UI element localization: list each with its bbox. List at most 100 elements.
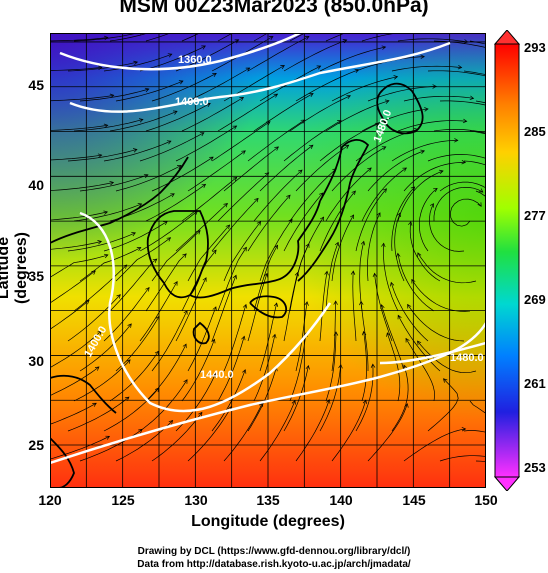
streamline-arrow <box>396 252 401 258</box>
streamline-arrow <box>167 53 173 58</box>
streamline-arrow <box>154 350 159 356</box>
streamline-arrow <box>389 281 395 287</box>
streamline <box>463 430 486 433</box>
streamline <box>50 270 96 304</box>
streamline-arrow <box>109 180 115 186</box>
streamline-arrow <box>211 338 216 344</box>
contour-label: 1360.0 <box>178 54 212 66</box>
streamline-arrow <box>206 103 211 107</box>
streamline <box>360 301 369 371</box>
streamline <box>331 400 367 462</box>
streamline-arrow <box>298 169 303 175</box>
streamline-arrow <box>380 304 385 309</box>
y-axis-label: Latitude (degrees) <box>0 231 30 305</box>
streamline-arrow <box>97 330 102 335</box>
streamline <box>361 331 367 402</box>
streamline <box>253 169 303 222</box>
streamline-arrow <box>319 216 324 222</box>
streamline <box>50 254 109 278</box>
streamline <box>394 212 405 282</box>
streamline-arrow <box>350 270 356 275</box>
streamline <box>151 230 201 282</box>
streamline <box>50 37 108 42</box>
streamline-arrow <box>183 309 188 315</box>
streamline-arrow <box>144 87 150 93</box>
streamline-arrow <box>288 218 293 224</box>
streamline-arrow <box>405 337 410 343</box>
streamline <box>50 154 102 161</box>
streamline <box>403 95 474 102</box>
streamline-arrow <box>232 274 237 280</box>
streamline <box>391 65 462 72</box>
streamline <box>463 70 486 76</box>
streamline <box>217 247 247 312</box>
streamline <box>397 120 467 132</box>
streamline <box>187 406 232 462</box>
streamline <box>217 93 278 132</box>
streamline-arrow <box>97 153 103 158</box>
streamline-arrow <box>370 363 376 368</box>
colorbar-label: 253 <box>524 460 546 475</box>
streamline <box>67 232 136 252</box>
streamline <box>73 359 131 402</box>
streamline <box>367 403 408 462</box>
streamline <box>383 243 399 312</box>
streamline <box>187 306 217 372</box>
streamline-arrow <box>359 300 364 306</box>
streamline <box>151 310 188 372</box>
streamline-arrow <box>326 398 331 404</box>
streamline-arrow <box>324 270 329 276</box>
streamline <box>381 304 405 372</box>
streamline-arrow <box>280 65 285 70</box>
streamline <box>253 245 278 312</box>
streamline <box>67 149 137 162</box>
streamline <box>103 53 172 72</box>
streamline-arrow <box>374 122 380 127</box>
credit-drawing: Drawing by DCL (https://www.gfd-dennou.o… <box>137 546 411 557</box>
streamline <box>217 172 269 222</box>
streamline-arrow <box>103 210 109 215</box>
streamline <box>283 272 299 342</box>
streamline <box>50 330 102 369</box>
streamline <box>181 339 215 402</box>
streamline-arrow <box>410 186 416 191</box>
streamline <box>79 323 132 372</box>
colorbar-label: 277 <box>524 208 546 223</box>
streamline <box>103 140 172 162</box>
streamline-arrow <box>124 396 130 401</box>
streamline <box>469 400 486 414</box>
streamline <box>469 130 486 135</box>
streamline-arrow <box>273 93 279 98</box>
streamline <box>405 338 435 402</box>
streamline-arrow <box>245 67 251 72</box>
colorbar-label: 293 <box>524 40 546 55</box>
streamline-arrow <box>294 271 300 277</box>
streamline <box>325 167 372 222</box>
streamline-arrow <box>168 419 174 425</box>
streamline-arrow <box>202 277 207 282</box>
streamline <box>115 165 182 192</box>
map-title: MSM 00Z23Mar2023 (850.0hPa) <box>119 0 429 17</box>
streamline <box>359 241 365 312</box>
streamline-arrow <box>417 252 422 257</box>
streamline-arrow <box>154 387 160 393</box>
streamline-arrow <box>127 323 132 328</box>
streamline-arrow <box>274 146 279 151</box>
streamline-arrow <box>232 176 238 182</box>
streamline <box>115 316 160 372</box>
y-tick-label: 30 <box>28 353 44 369</box>
coastlines <box>50 82 424 488</box>
streamline <box>259 218 293 282</box>
streamline <box>417 252 477 284</box>
streamline-arrow <box>198 411 203 417</box>
streamline-arrow <box>173 281 178 286</box>
streamline-arrow <box>463 39 469 44</box>
streamline <box>283 192 324 252</box>
streamline <box>109 110 178 132</box>
streamline <box>283 120 342 162</box>
streamline-arrow <box>177 165 182 170</box>
streamline-arrow <box>239 97 245 102</box>
streamline-arrow <box>242 246 247 252</box>
x-tick-label: 150 <box>474 492 498 508</box>
streamline-arrow <box>274 244 278 250</box>
